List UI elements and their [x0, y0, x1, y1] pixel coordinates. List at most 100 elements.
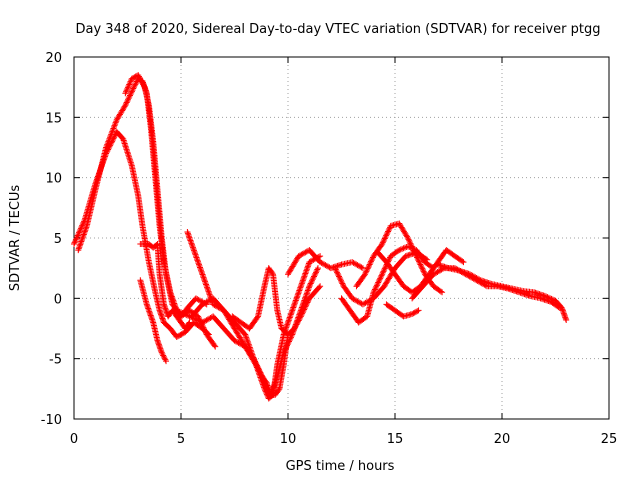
- data-point: [257, 369, 264, 376]
- data-point: [303, 300, 310, 307]
- data-point: [291, 301, 298, 308]
- data-point: [302, 293, 309, 300]
- data-point: [298, 280, 305, 287]
- data-point: [75, 247, 82, 254]
- data-point: [380, 238, 387, 245]
- data-point: [202, 280, 209, 287]
- data-point: [338, 279, 345, 286]
- data-point: [374, 280, 381, 287]
- data-point: [211, 342, 218, 349]
- data-point: [379, 241, 386, 248]
- data-point: [83, 224, 90, 231]
- data-point: [311, 273, 318, 280]
- data-point: [367, 260, 374, 267]
- data-point: [200, 272, 207, 279]
- data-point: [300, 276, 307, 283]
- data-point: [201, 275, 208, 282]
- data-point: [366, 261, 373, 268]
- data-point: [307, 280, 314, 287]
- data-point: [303, 290, 310, 297]
- data-point: [139, 80, 146, 87]
- data-point: [412, 250, 419, 257]
- data-point: [381, 265, 388, 272]
- data-point: [302, 303, 309, 310]
- data-point: [194, 257, 201, 264]
- data-point: [212, 343, 219, 350]
- data-point: [548, 295, 555, 302]
- data-point: [296, 286, 303, 293]
- data-point: [111, 122, 118, 129]
- axis-ticks: 0 5 10 15 20 25 -10 -5 0 5 10 15 20: [41, 51, 618, 447]
- data-point: [203, 281, 210, 288]
- data-point: [301, 271, 308, 278]
- data-point: [257, 371, 264, 378]
- data-point: [311, 272, 318, 279]
- data-point: [121, 103, 128, 110]
- data-point: [193, 254, 200, 261]
- data-point: [287, 311, 294, 318]
- data-point: [80, 231, 87, 238]
- data-point: [544, 294, 551, 301]
- data-point: [75, 245, 82, 252]
- data-point: [292, 297, 299, 304]
- data-point: [317, 283, 324, 290]
- data-point: [371, 287, 378, 294]
- data-point: [419, 265, 426, 272]
- data-point: [301, 306, 308, 313]
- data-point: [77, 226, 84, 233]
- series-arc-10: [285, 247, 366, 278]
- data-point: [365, 262, 372, 269]
- data-point: [108, 131, 115, 138]
- data-point: [204, 284, 211, 291]
- data-point: [381, 236, 388, 243]
- data-point: [245, 340, 252, 347]
- data-point: [107, 134, 114, 141]
- data-point: [370, 289, 377, 296]
- data-point: [294, 293, 301, 300]
- series-arc-5: [137, 277, 170, 365]
- data-point: [309, 276, 316, 283]
- data-point: [244, 337, 251, 344]
- data-point: [254, 314, 261, 321]
- data-point: [545, 294, 552, 301]
- data-point: [290, 303, 297, 310]
- data-point: [295, 290, 302, 297]
- data-point: [410, 246, 417, 253]
- data-point: [384, 229, 391, 236]
- data-point: [414, 255, 421, 262]
- data-point: [375, 278, 382, 285]
- data-point: [363, 268, 370, 275]
- data-point: [197, 265, 204, 272]
- data-point: [415, 307, 422, 314]
- data-point: [202, 328, 209, 335]
- data-point: [186, 319, 193, 326]
- data-point: [286, 314, 293, 321]
- data-point: [302, 294, 309, 301]
- data-point: [412, 251, 419, 258]
- data-point: [204, 285, 211, 292]
- data-point: [460, 259, 467, 266]
- data-point: [129, 86, 136, 93]
- data-point: [126, 93, 133, 100]
- data-point: [124, 85, 131, 92]
- data-point: [78, 238, 85, 245]
- data-point: [112, 121, 119, 128]
- data-point: [305, 284, 312, 291]
- data-point: [299, 277, 306, 284]
- data-point: [201, 325, 208, 332]
- data-point: [140, 81, 147, 88]
- series-arc-4: [137, 241, 193, 332]
- data-point: [107, 132, 114, 139]
- data-point: [406, 237, 413, 244]
- data-point: [188, 241, 195, 248]
- data-point: [310, 274, 317, 281]
- data-point: [367, 258, 374, 265]
- data-point: [297, 283, 304, 290]
- data-point: [74, 232, 81, 239]
- data-point: [191, 250, 198, 257]
- data-point: [126, 80, 133, 87]
- data-point: [78, 237, 85, 244]
- data-point: [381, 235, 388, 242]
- data-point: [191, 248, 198, 255]
- data-point: [408, 243, 415, 250]
